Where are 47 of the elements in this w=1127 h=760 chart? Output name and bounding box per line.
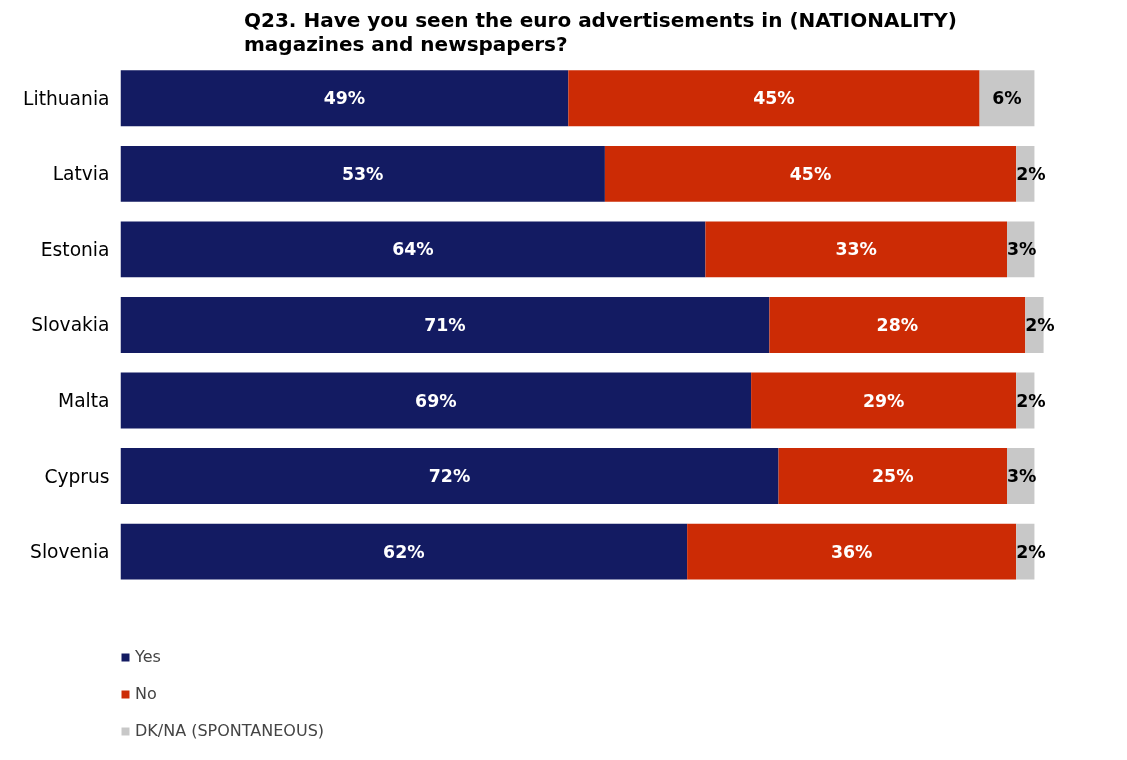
bar <box>979 70 1035 127</box>
y-tick-label: Estonia <box>40 238 110 260</box>
y-tick-label: Cyprus <box>44 465 110 487</box>
data-label: 53% <box>341 163 384 184</box>
chart-title: Q23. Have you seen the euro advertisements in (NATIONALITY) magazines and newspapers? <box>244 7 957 56</box>
data-label: 71% <box>424 314 466 335</box>
data-label: 64% <box>392 239 434 260</box>
bar <box>604 145 1017 202</box>
data-label: 45% <box>789 163 832 184</box>
data-label: 62% <box>383 541 425 562</box>
data-label: 2% <box>1016 541 1046 562</box>
bar <box>120 372 752 429</box>
data-label: 28% <box>876 314 919 335</box>
data-label: 25% <box>872 466 914 487</box>
data-label: 49% <box>323 88 366 109</box>
data-label: 29% <box>862 390 905 411</box>
bar <box>120 70 569 127</box>
bar <box>120 221 706 278</box>
legend-label: DK/NA (SPONTANEOUS) <box>135 721 325 740</box>
bar <box>778 448 1008 505</box>
bar <box>120 296 770 353</box>
data-label: 3% <box>1007 466 1037 487</box>
bar <box>568 70 980 127</box>
data-label: 36% <box>830 541 873 562</box>
bar <box>769 296 1026 353</box>
data-label: 2% <box>1016 163 1046 184</box>
data-label: 2% <box>1016 390 1046 411</box>
data-label: 2% <box>1025 314 1055 335</box>
bar <box>687 523 1017 580</box>
data-label: 69% <box>415 390 457 411</box>
data-label: 45% <box>753 88 795 109</box>
bar <box>751 372 1017 429</box>
y-tick-label: Lithuania <box>23 87 110 109</box>
bar <box>705 221 1008 278</box>
y-tick-label: Slovenia <box>30 541 110 563</box>
bar <box>120 523 688 580</box>
data-label: 72% <box>428 466 471 487</box>
data-label: 3% <box>1007 239 1037 260</box>
y-tick-label: Slovakia <box>31 314 110 336</box>
legend-label: Yes <box>135 647 161 666</box>
data-label: 33% <box>835 239 877 260</box>
bar <box>120 145 605 202</box>
y-tick-label: Latvia <box>52 163 110 185</box>
y-tick-label: Malta <box>58 390 110 411</box>
legend-label: No <box>135 684 157 703</box>
bar <box>120 448 779 505</box>
data-label: 6% <box>992 88 1022 109</box>
